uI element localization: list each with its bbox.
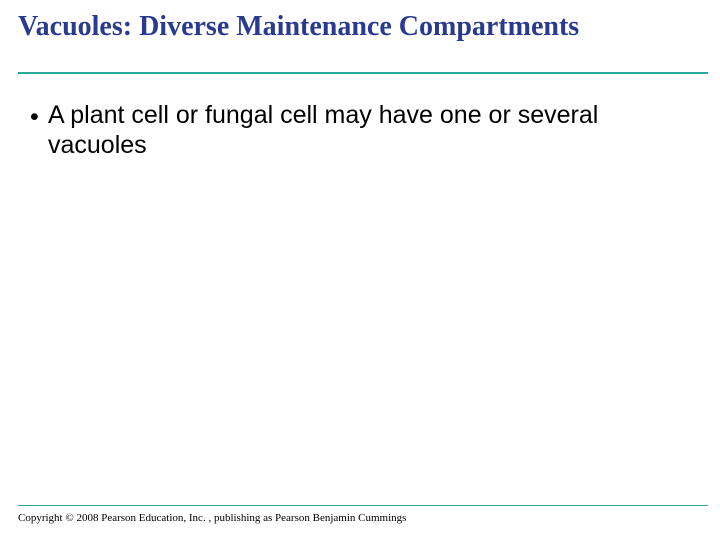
divider-top — [18, 72, 708, 74]
bullet-text: A plant cell or fungal cell may have one… — [48, 100, 680, 160]
bullet-dot-icon: • — [30, 100, 48, 132]
slide-title: Vacuoles: Diverse Maintenance Compartmen… — [18, 10, 702, 44]
divider-bottom — [18, 505, 708, 506]
bullet-list: • A plant cell or fungal cell may have o… — [30, 100, 680, 160]
bullet-item: • A plant cell or fungal cell may have o… — [30, 100, 680, 160]
copyright-text: Copyright © 2008 Pearson Education, Inc.… — [18, 512, 406, 524]
slide: Vacuoles: Diverse Maintenance Compartmen… — [0, 0, 720, 540]
